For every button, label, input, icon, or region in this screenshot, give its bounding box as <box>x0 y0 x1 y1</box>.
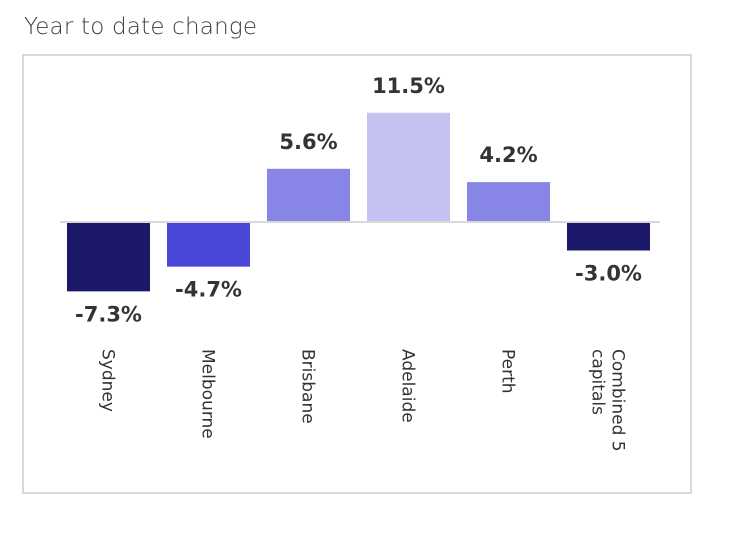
bar-sydney <box>67 222 150 292</box>
category-label: Adelaide <box>398 349 418 423</box>
bar-adelaide <box>367 112 450 222</box>
category-label-line: capitals <box>588 349 608 415</box>
category-label: Perth <box>498 349 518 394</box>
category-label-line: Sydney <box>98 349 118 412</box>
value-label: 5.6% <box>279 130 337 154</box>
category-label-line: Combined 5 <box>608 349 628 452</box>
category-label: Melbourne <box>198 349 218 439</box>
bar-perth <box>467 182 550 222</box>
value-label: 4.2% <box>479 143 537 167</box>
bar-combined-5-capitals <box>567 222 650 251</box>
value-label: -7.3% <box>75 302 142 326</box>
chart-frame <box>22 54 692 494</box>
category-label-line: Perth <box>498 349 518 394</box>
category-label-line: Melbourne <box>198 349 218 439</box>
category-label-line: Brisbane <box>298 349 318 424</box>
category-label-line: Adelaide <box>398 349 418 423</box>
bar-brisbane <box>267 168 350 222</box>
category-label: Brisbane <box>298 349 318 424</box>
value-label: 11.5% <box>372 74 445 98</box>
bar-melbourne <box>167 222 250 267</box>
value-label: -4.7% <box>175 278 242 302</box>
category-label: Sydney <box>98 349 118 412</box>
value-label: -3.0% <box>575 262 642 286</box>
chart-title: Year to date change <box>24 14 258 40</box>
